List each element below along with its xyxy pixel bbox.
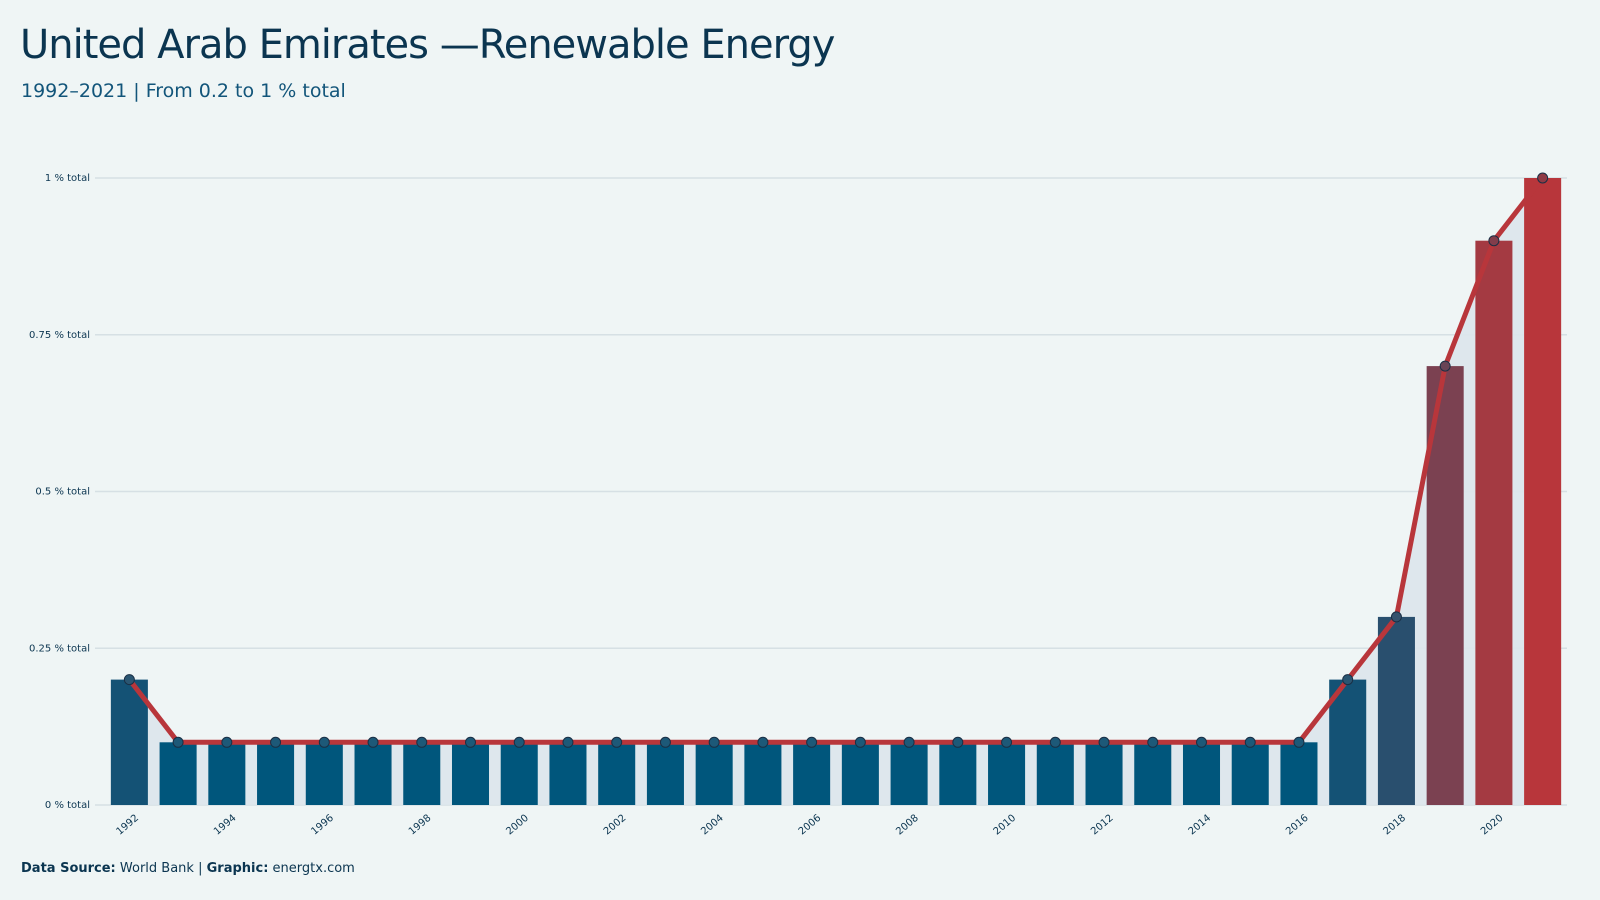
source-value: World Bank [119,861,194,876]
data-point [172,736,184,748]
bar [1329,679,1367,805]
x-tick-label: 2006 [797,813,824,838]
data-point [221,736,233,748]
graphic-value: energtx.com [272,861,355,876]
x-tick-label: 2008 [894,813,921,838]
data-point [1001,736,1013,748]
bar [549,742,587,805]
y-tick-label: 0.75 % total [29,330,90,341]
bar [1280,742,1318,805]
data-point [1147,736,1159,748]
data-point [1537,172,1549,184]
source-label: Data Source: [21,861,116,876]
bar [793,742,831,805]
bar [744,742,782,805]
graphic-label: Graphic: [206,861,269,876]
bar [110,679,148,805]
renewable-energy-chart: 0 % total 0.25 % total 0.5 % total 0.75 % t… [29,172,1567,838]
x-tick-label: 2004 [699,813,726,838]
bar [890,742,928,805]
data-point [1049,736,1061,748]
bar [1085,742,1123,805]
data-point [1244,736,1256,748]
bar [598,742,636,805]
x-tick-label: 1994 [212,813,239,838]
chart-subtitle: 1992–2021 | From 0.2 to 1 % total [21,80,346,102]
data-point [1390,611,1402,623]
bar [1475,240,1513,805]
bar [1377,616,1415,805]
y-tick-label: 0 % total [45,800,90,811]
bar [695,742,733,805]
data-point [903,736,915,748]
data-point [1293,736,1305,748]
y-tick-label: 0.25 % total [29,643,90,654]
footer-separator: | [198,861,203,876]
chart-title: United Arab Emirates —Renewable Energy [20,22,835,68]
trend-line [126,175,1546,745]
chart-footer: Data Source: World Bank | Graphic: energ… [21,861,355,876]
x-tick-label: 2012 [1089,813,1116,838]
x-tick-label: 2014 [1187,813,1214,838]
x-tick-label: 2020 [1479,813,1506,838]
bar [208,742,246,805]
data-point [123,674,135,686]
bar [354,742,392,805]
data-point [708,736,720,748]
data-point [367,736,379,748]
x-tick-label: 2018 [1382,813,1409,838]
bar [305,742,343,805]
data-point [270,736,282,748]
bar [403,742,441,805]
data-point [1196,736,1207,748]
data-point [806,736,818,748]
bar [1134,742,1172,805]
x-tick-label: 1996 [309,813,336,838]
bar [1182,742,1221,805]
bar [1231,742,1269,805]
data-point [465,736,476,748]
x-tick-label: 2016 [1284,813,1311,838]
data-point [1488,235,1500,247]
bar [159,742,197,805]
bar [1036,742,1074,805]
x-tick-label: 1998 [407,813,434,838]
y-tick-label: 1 % total [45,173,90,184]
x-tick-label: 2000 [504,813,531,838]
bar [646,742,684,805]
bar [939,742,977,805]
x-tick-label: 2010 [992,813,1019,838]
bar [841,742,879,805]
x-tick-label: 1992 [114,813,141,838]
data-point [562,736,574,748]
data-point [513,736,525,748]
data-point [659,736,671,748]
data-point [611,736,623,748]
bar [451,742,490,805]
y-tick-label: 0.5 % total [35,487,90,498]
x-tick-label: 2002 [602,813,629,838]
data-point [854,736,866,748]
bar [1524,178,1562,805]
bar [257,742,295,805]
data-point [952,736,964,748]
data-point [1098,736,1110,748]
data-point [318,736,330,748]
data-point [1439,360,1451,372]
data-point [757,736,769,748]
data-point [416,736,428,748]
data-point [1342,674,1354,686]
bar [500,742,538,805]
bar [988,742,1026,805]
